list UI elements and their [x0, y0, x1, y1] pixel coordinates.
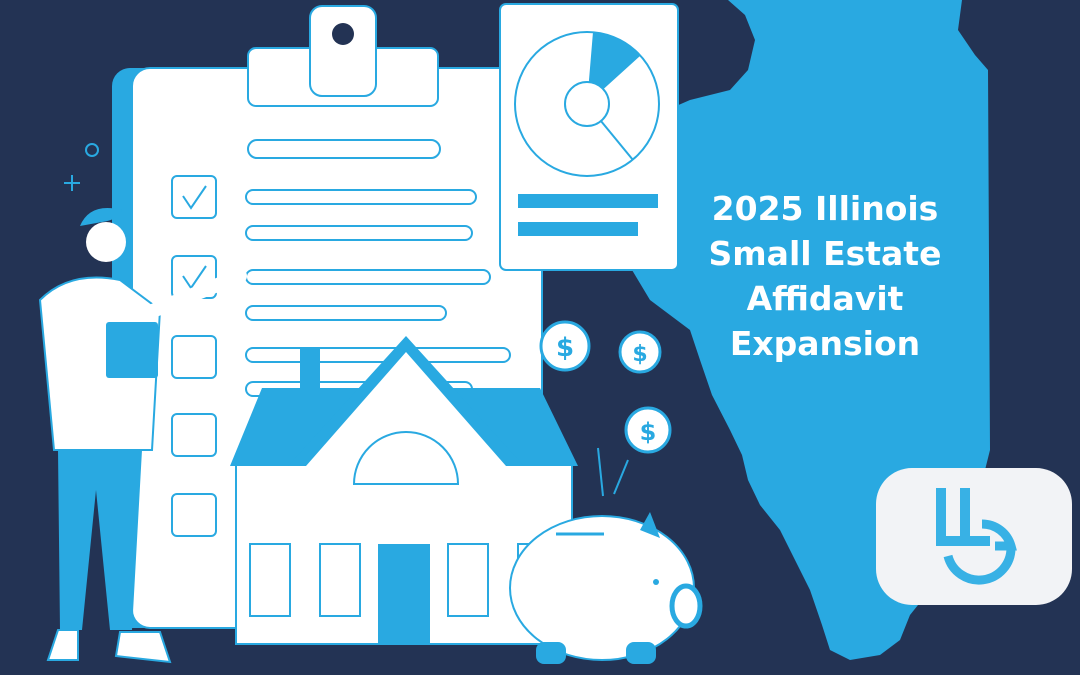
dollar-coin-icon: $ $ $ — [539, 320, 672, 454]
check-icon — [182, 185, 207, 210]
piggy-bank-icon — [509, 447, 703, 664]
check-icon — [182, 265, 207, 290]
svg-text:$: $ — [640, 418, 657, 446]
svg-text:$: $ — [556, 333, 574, 363]
svg-text:$: $ — [632, 342, 647, 367]
logo — [876, 468, 1072, 605]
title-line-2: Small Estate — [708, 234, 942, 273]
title-line-1: 2025 Illinois — [711, 189, 939, 228]
title-line-3: Affidavit — [746, 279, 904, 318]
pie-chart-icon — [499, 3, 679, 271]
page-title: 2025 Illinois Small Estate Affidavit Exp… — [680, 186, 970, 366]
title-line-4: Expansion — [729, 324, 921, 363]
person-icon — [38, 208, 247, 664]
